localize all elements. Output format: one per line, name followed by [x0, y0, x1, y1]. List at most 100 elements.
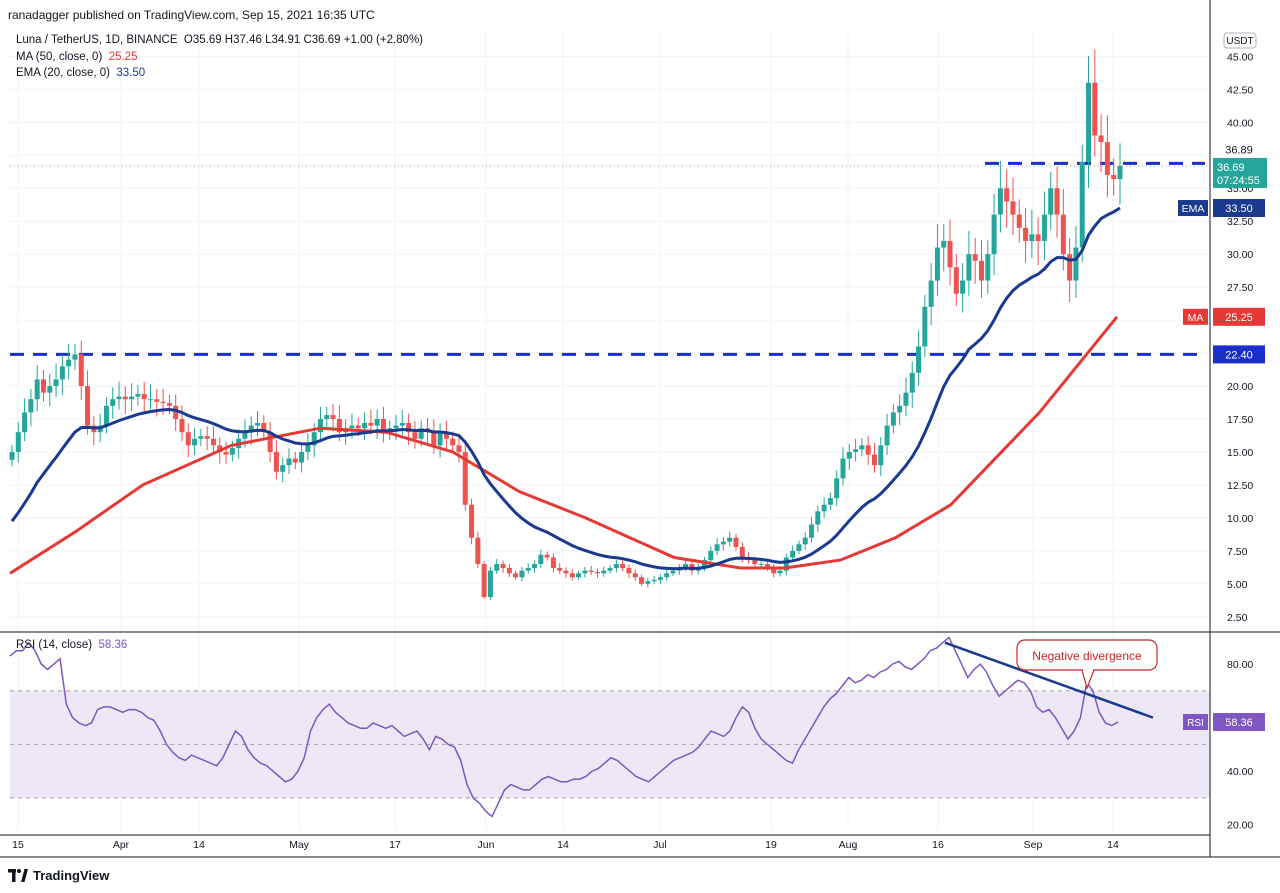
candle-body — [953, 267, 959, 294]
candle-body — [538, 554, 544, 565]
candle-body — [890, 412, 896, 426]
candle-body — [563, 570, 569, 574]
rsi-line — [9, 636, 1119, 818]
candle-body — [897, 405, 903, 413]
ma-label[interactable]: MA (50, close, 0) — [16, 51, 103, 63]
candle-body — [683, 564, 689, 569]
candle-body — [500, 564, 506, 569]
last-price-bg — [1213, 157, 1267, 188]
rsi-price-label-bg — [1213, 713, 1265, 732]
candle-body — [1117, 165, 1123, 180]
x-tick-label: 16 — [932, 839, 944, 851]
candle-body — [418, 428, 424, 439]
price-tick-label: 12.50 — [1227, 480, 1253, 492]
resistance-price-label-bg — [1213, 140, 1265, 159]
candle-body — [809, 524, 815, 538]
rsi-tick-label: 40.00 — [1227, 766, 1253, 778]
candle-body — [185, 432, 191, 446]
tradingview-logo-icon — [8, 869, 28, 882]
candle-body — [141, 393, 147, 400]
candle-body — [764, 564, 770, 569]
price-tick-label: 10.00 — [1227, 513, 1253, 525]
candle-body — [204, 436, 210, 439]
candle-body — [519, 570, 525, 578]
symbol-info: Luna / TetherUS, 1D, BINANCE O35.69 H37.… — [16, 34, 423, 46]
price-tick-label: 32.50 — [1227, 216, 1253, 228]
candle-body — [550, 557, 556, 569]
candle-body — [1092, 82, 1098, 136]
price-tick-label: 2.50 — [1227, 612, 1248, 624]
candle-body — [431, 432, 437, 446]
price-tick-label: 7.50 — [1227, 546, 1248, 558]
candle-body — [330, 415, 336, 420]
candle-body — [148, 399, 153, 401]
rsi-tick-label: 20.00 — [1227, 820, 1253, 832]
candle-body — [934, 247, 940, 281]
rsi-tag: RSI — [1187, 718, 1204, 729]
candle-body — [985, 254, 991, 281]
ma-path — [9, 315, 1119, 575]
rsi-label[interactable]: RSI (14, close) — [16, 639, 93, 651]
candle-body — [179, 419, 185, 433]
candle-body — [311, 432, 317, 446]
candle-body — [513, 573, 519, 578]
candle-body — [116, 396, 122, 400]
candle-body — [557, 568, 563, 571]
candle-body — [475, 537, 481, 565]
candle-body — [576, 573, 582, 578]
candle-body — [399, 422, 405, 426]
tradingview-brand: TradingView — [33, 868, 110, 883]
candle-body — [601, 570, 607, 574]
candle-body — [292, 458, 298, 463]
symbol-pair[interactable]: Luna / TetherUS, 1D, BINANCE — [16, 34, 178, 46]
rsi-tag-bg — [1183, 714, 1208, 731]
rsi-tick-label: 80.00 — [1227, 659, 1253, 671]
candle-body — [280, 465, 286, 472]
candle-body — [286, 458, 292, 466]
candle-body — [840, 458, 846, 479]
x-tick-label: 19 — [765, 839, 777, 851]
countdown-label: 07:24:55 — [1217, 175, 1260, 187]
candle-body — [739, 546, 745, 558]
candle-body — [1098, 135, 1104, 143]
candle-body — [733, 537, 739, 547]
candle-body — [922, 306, 928, 347]
candle-body — [462, 451, 468, 505]
x-tick-label: 15 — [12, 839, 24, 851]
candle-body — [66, 359, 72, 367]
x-tick-label: May — [289, 839, 310, 851]
candle-body — [670, 570, 676, 574]
ema-info: EMA (20, close, 0) 33.50 — [16, 67, 145, 79]
price-tick-label: 20.00 — [1227, 381, 1253, 393]
candle-body — [651, 579, 657, 582]
candle-body — [122, 396, 128, 400]
ema-price-label: 33.50 — [1225, 203, 1253, 215]
ema-label[interactable]: EMA (20, close, 0) — [16, 67, 110, 79]
ema-path — [10, 206, 1121, 571]
tradingview-logo[interactable]: TradingView — [8, 868, 109, 883]
rsi-path — [9, 636, 1119, 818]
ma-info: MA (50, close, 0) 25.25 — [16, 51, 137, 63]
candle-body — [1111, 175, 1117, 180]
candle-body — [110, 399, 116, 406]
candle-body — [47, 386, 53, 393]
candle-body — [620, 564, 626, 569]
candle-body — [336, 419, 342, 433]
candle-body — [702, 560, 707, 569]
candle-body — [324, 415, 330, 420]
candle-body — [1079, 161, 1085, 248]
x-tick-label: Jun — [478, 839, 495, 851]
candle-body — [941, 240, 947, 248]
candle-body — [853, 449, 859, 452]
candle-body — [368, 422, 374, 426]
candles — [9, 49, 1123, 600]
x-tick-label: 14 — [193, 839, 205, 851]
currency-label: USDT — [1226, 36, 1253, 47]
ma-tag-bg — [1183, 308, 1208, 325]
candle-body — [198, 436, 204, 439]
candle-body — [802, 537, 808, 545]
price-tick-label: 27.50 — [1227, 282, 1253, 294]
candle-body — [582, 570, 588, 574]
x-tick-label: 14 — [557, 839, 569, 851]
candle-body — [229, 448, 235, 455]
